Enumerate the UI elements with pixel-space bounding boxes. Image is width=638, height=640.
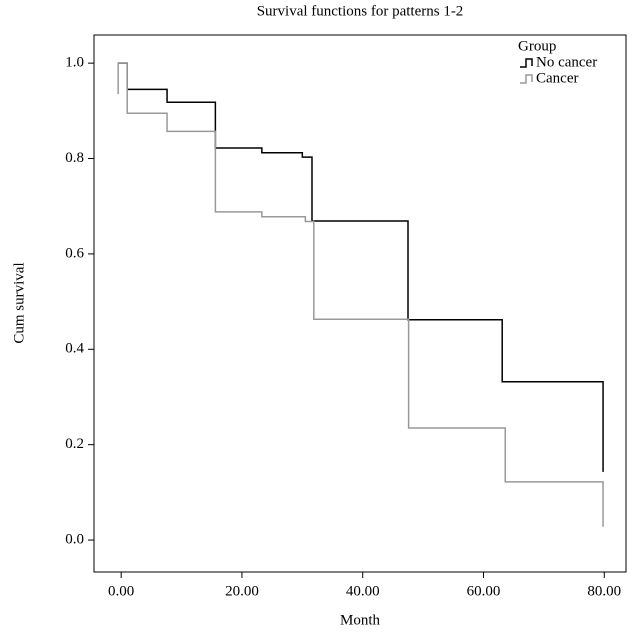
plot-frame bbox=[93, 34, 627, 573]
x-tick-label: 0.00 bbox=[108, 583, 134, 599]
y-tick-label: 0.0 bbox=[65, 531, 84, 547]
survival-line bbox=[118, 62, 604, 472]
legend-label: No cancer bbox=[536, 54, 597, 70]
x-tick-label: 60.00 bbox=[467, 583, 501, 599]
y-tick-label: 0.6 bbox=[65, 245, 84, 261]
legend-swatch bbox=[520, 58, 533, 68]
y-tick-label: 1.0 bbox=[65, 55, 84, 71]
x-axis-label: Month bbox=[340, 612, 381, 628]
survival-line bbox=[117, 62, 604, 527]
y-tick-label: 0.2 bbox=[65, 436, 84, 452]
legend-title: Group bbox=[518, 38, 556, 54]
legend-swatch bbox=[520, 74, 533, 84]
chart-title: Survival functions for patterns 1-2 bbox=[257, 3, 464, 19]
x-tick-label: 40.00 bbox=[346, 583, 380, 599]
y-tick-label: 0.8 bbox=[65, 150, 84, 166]
legend-label: Cancer bbox=[536, 70, 578, 86]
y-axis-label: Cum survival bbox=[11, 262, 27, 343]
x-tick-label: 80.00 bbox=[587, 583, 621, 599]
y-tick-label: 0.4 bbox=[65, 341, 84, 357]
x-tick-label: 20.00 bbox=[225, 583, 259, 599]
